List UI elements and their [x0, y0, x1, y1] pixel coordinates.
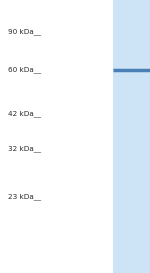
Text: 32 kDa__: 32 kDa__	[8, 146, 41, 152]
Text: 42 kDa__: 42 kDa__	[8, 110, 41, 117]
Text: 60 kDa__: 60 kDa__	[8, 66, 41, 73]
Bar	[113, 0, 150, 273]
Text: 23 kDa__: 23 kDa__	[8, 193, 41, 200]
Text: 90 kDa__: 90 kDa__	[8, 28, 41, 35]
